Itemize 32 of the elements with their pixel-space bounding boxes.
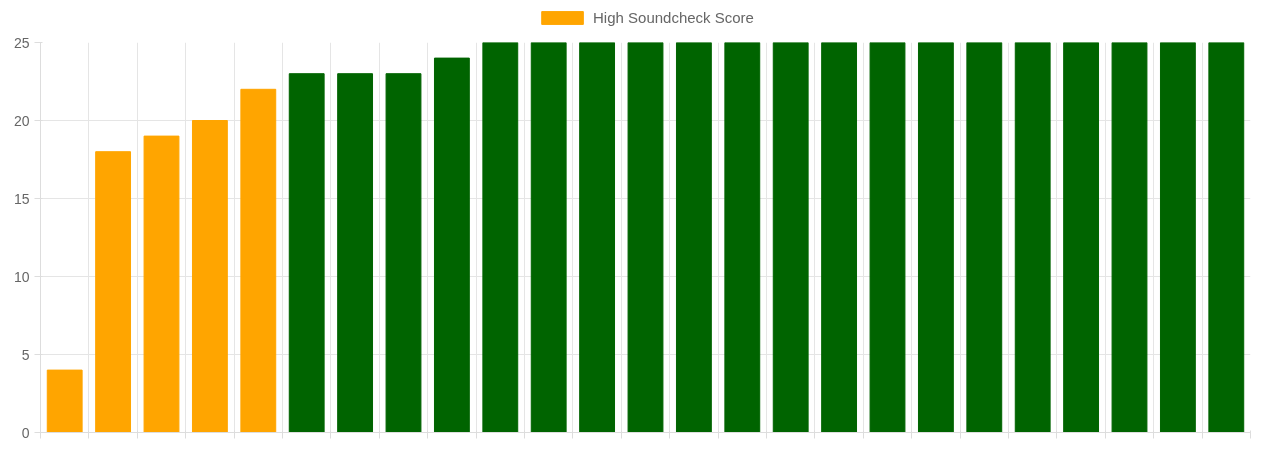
bar [482, 42, 519, 433]
bar [433, 57, 470, 433]
bar [1063, 42, 1100, 433]
bar [46, 369, 83, 433]
bar [143, 135, 180, 433]
bar [530, 42, 567, 433]
bar [724, 42, 761, 433]
y-tick-label: 10 [13, 268, 30, 285]
bar [288, 73, 325, 433]
y-tick-label: 20 [13, 112, 30, 129]
bar [1111, 42, 1148, 433]
bar [772, 42, 809, 433]
bar [869, 42, 906, 433]
bar [1208, 42, 1245, 433]
y-tick-label: 25 [13, 34, 30, 51]
y-tick-label: 0 [21, 424, 30, 441]
y-tick-label: 5 [21, 346, 30, 363]
bar [1014, 42, 1051, 433]
legend-label: High Soundcheck Score [593, 8, 754, 26]
bar [966, 42, 1003, 433]
bar [675, 42, 712, 433]
y-tick-label: 15 [13, 190, 30, 207]
bar [627, 42, 664, 433]
bar [1159, 42, 1196, 433]
bar [191, 120, 228, 433]
bar [385, 73, 422, 433]
bar [917, 42, 954, 433]
bar [240, 88, 277, 433]
bar [337, 73, 374, 433]
bar [579, 42, 616, 433]
bar [95, 151, 132, 433]
bar [821, 42, 858, 433]
